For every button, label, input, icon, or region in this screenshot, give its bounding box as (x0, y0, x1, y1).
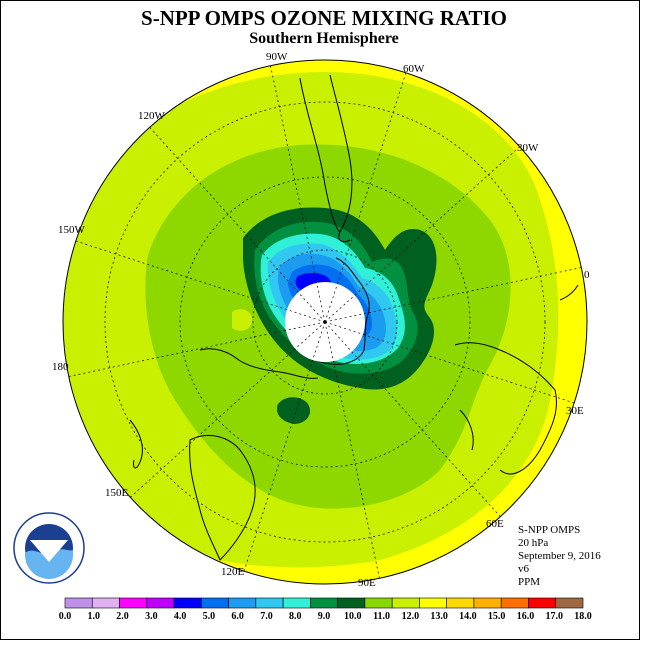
meridian-line (324, 146, 520, 323)
info-level: 20 hPa (518, 537, 549, 549)
meridian-line (270, 65, 326, 323)
colorbar: 0.0 1.0 2.0 3.0 4.0 5.0 6.0 7.0 8.0 9.0 10.0 11.0 12… (59, 597, 592, 622)
colorbar-tick-label: 13.0 (430, 611, 448, 622)
coastlines (129, 74, 579, 561)
meridian-line (324, 72, 407, 323)
colorbar-tick-label: 12.0 (402, 611, 420, 622)
colorbar-tick-label: 0.0 (59, 611, 72, 622)
colorbar-swatch (473, 597, 502, 609)
south-pole-marker (323, 320, 327, 324)
lon-label-150w: 150W (58, 224, 86, 236)
south-america-west-coast (299, 77, 341, 233)
colorbar-tick-label: 8.0 (289, 611, 302, 622)
ross-coast (199, 348, 319, 379)
lon-label-180: 180 (52, 361, 69, 373)
colorbar-swatch (173, 597, 202, 609)
longitude-labels: 90W 60W 30W 0 30E 60E 90E 120E 150E 180 … (52, 51, 590, 589)
africa-coast (454, 342, 558, 475)
meridian-line (75, 240, 326, 323)
colorbar-swatch (146, 597, 175, 609)
colorbar-swatch (364, 597, 393, 609)
colorbar-swatch (337, 597, 366, 609)
colorbar-swatch (310, 597, 338, 609)
colorbar-tick-label: 11.0 (373, 611, 390, 622)
south-america-coast (329, 74, 353, 243)
lon-label-90e: 90E (358, 577, 376, 589)
nz-coast (129, 419, 143, 469)
colorbar-tick-label: 6.0 (231, 611, 244, 622)
colorbar-tick-label: 3.0 (145, 611, 158, 622)
meridians (68, 65, 582, 579)
colorbar-tick-label: 7.0 (260, 611, 273, 622)
logo-text: NOAA (36, 539, 63, 549)
colorbar-tick-label: 4.0 (174, 611, 187, 622)
colorbar-tick-label: 15.0 (488, 611, 506, 622)
colorbar-swatch (64, 597, 93, 609)
colorbar-swatch (528, 597, 557, 609)
antarctica-coast (289, 257, 370, 365)
meridian-line (68, 321, 326, 377)
map-boundary (62, 59, 588, 585)
lon-label-30w: 30W (517, 142, 539, 154)
lon-label-30e: 30E (566, 405, 584, 417)
colorbar-tick-label: 18.0 (574, 611, 592, 622)
noaa-logo: NOAA (13, 512, 85, 584)
colorbar-tick-label: 2.0 (116, 611, 129, 622)
colorbar-swatch (282, 597, 311, 609)
colorbar-tick-label: 14.0 (459, 611, 477, 622)
colorbar-swatch (228, 597, 257, 609)
colorbar-swatch (91, 597, 120, 609)
meridian-line (149, 127, 326, 323)
meridian-line (130, 321, 326, 498)
map-title: S-NPP OMPS OZONE MIXING RATIO (141, 6, 507, 30)
meridian-line (324, 321, 575, 404)
colorbar-swatch (255, 597, 284, 609)
colorbar-swatch (201, 597, 229, 609)
colorbar-swatch (500, 597, 529, 609)
madagascar (459, 409, 474, 451)
colorbar-swatch (446, 597, 475, 609)
meridian-line (243, 321, 326, 572)
africa-nw-coast (559, 284, 579, 301)
colorbar-tick-label: 9.0 (318, 611, 331, 622)
info-instrument: S-NPP OMPS (518, 524, 581, 536)
colorbar-tick-label: 17.0 (545, 611, 563, 622)
lon-label-60w: 60W (403, 63, 425, 75)
lon-label-120w: 120W (138, 110, 166, 122)
map-subtitle: Southern Hemisphere (249, 30, 399, 47)
graticule (104, 101, 546, 543)
info-version: v6 (518, 563, 529, 575)
meridian-line (324, 321, 501, 517)
colorbar-swatch (391, 597, 420, 609)
lon-label-0: 0 (584, 269, 590, 281)
info-block: S-NPP OMPS 20 hPa September 9, 2016 v6 P… (518, 524, 601, 589)
colorbar-tick-label: 1.0 (88, 611, 101, 622)
lon-label-60e: 60E (486, 518, 504, 530)
lon-label-90w: 90W (266, 51, 288, 63)
colorbar-tick-label: 10.0 (344, 611, 362, 622)
colorbar-tick-label: 5.0 (203, 611, 216, 622)
lon-label-150e: 150E (105, 487, 129, 499)
meridian-line (324, 321, 380, 579)
lon-label-120e: 120E (221, 566, 245, 578)
info-units: PPM (518, 576, 541, 588)
contour-minor-high (276, 397, 311, 424)
colorbar-swatch (555, 597, 584, 609)
colorbar-tick-label: 16.0 (517, 611, 535, 622)
colorbar-swatch (119, 597, 148, 609)
meridian-line (324, 267, 582, 323)
info-date: September 9, 2016 (518, 550, 601, 562)
colorbar-swatch (419, 597, 447, 609)
contour-minor-low (232, 309, 252, 331)
